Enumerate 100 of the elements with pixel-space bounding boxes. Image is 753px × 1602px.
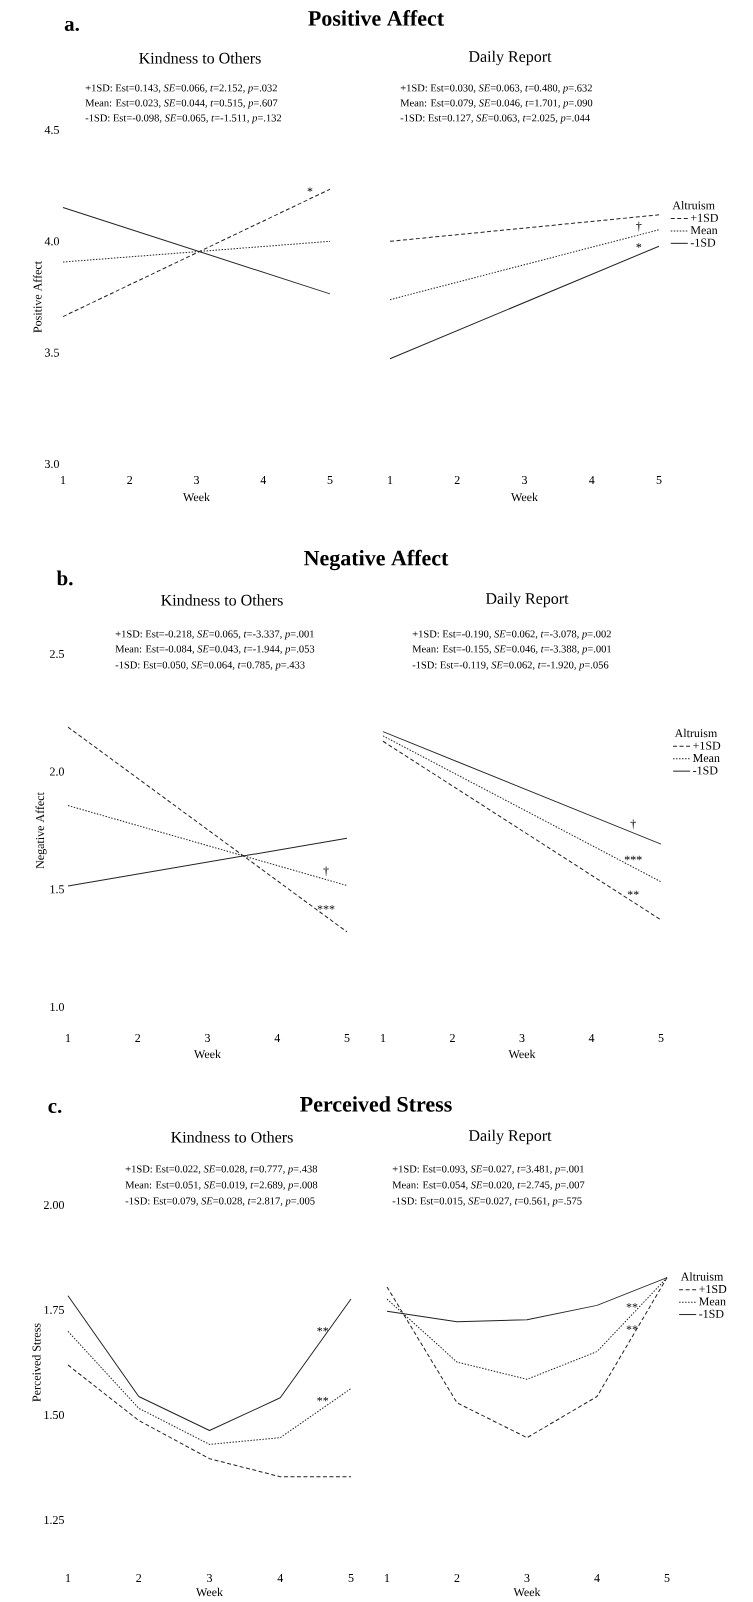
annotation: * <box>636 243 642 248</box>
chart-subtitle: Kindness to Others <box>171 1131 293 1143</box>
y-tick-label: 1.25 <box>44 1515 64 1525</box>
annotation: ** <box>627 890 639 896</box>
text: +1SD: Est=0.022, SE=0.028, t=0.777, p=.438 <box>125 1165 318 1175</box>
legend-label: Mean <box>699 1297 726 1306</box>
text: Mean: Est=0.051, SE=0.019, t=2.689, p=.008 <box>125 1181 318 1191</box>
x-tick-label: 2 <box>127 476 133 484</box>
annotation: † <box>323 866 329 877</box>
x-tick-label: 5 <box>664 1574 670 1582</box>
line-series <box>67 1295 352 1432</box>
y-axis-title: Perceived Stress <box>32 1323 41 1402</box>
text: +1SD: Est=-0.218, SE=0.065, t=-3.337, p=.001 <box>115 630 314 640</box>
text: -1SD: Est=-0.098, SE=0.065, t=-1.511, p=.132 <box>85 114 282 124</box>
x-tick-label: 2 <box>135 1034 141 1042</box>
y-tick-label: 2.00 <box>44 1200 64 1210</box>
text: Positive Affect <box>308 10 445 26</box>
x-tick-label: 5 <box>327 476 333 484</box>
text: Mean: Est=0.079, SE=0.046, t=1.701, p=.090 <box>400 99 593 109</box>
legend-label: Mean <box>690 226 718 235</box>
legend-title: Altruism <box>672 200 715 210</box>
legend-label: +1SD <box>693 741 721 750</box>
text: +1SD: Est=0.030, SE=0.063, t=0.480, p=.632 <box>400 84 592 94</box>
x-tick-label: 3 <box>524 1573 530 1583</box>
x-tick-label: 3 <box>519 1033 525 1043</box>
x-tick-label: 3 <box>207 1573 213 1583</box>
text: Mean: Est=0.054, SE=0.020, t=2.745, p=.007 <box>392 1181 585 1191</box>
x-tick-label: 2 <box>450 1034 455 1042</box>
x-tick-label: 5 <box>658 1034 664 1042</box>
y-axis-title: Positive Affect <box>33 261 42 333</box>
annotation: *** <box>317 905 335 910</box>
legend-label: -1SD <box>690 238 716 247</box>
annotation: -1SD: Est=0.015, SE=0.027, t=0.561, p=.575 <box>392 1197 582 1207</box>
chart-subtitle: Daily Report <box>485 592 569 608</box>
chart-title: Perceived Stress <box>300 1096 452 1112</box>
text: c. <box>48 1102 62 1114</box>
text: a. <box>64 20 79 32</box>
x-tick-label: 1 <box>61 476 66 484</box>
line-series <box>67 1364 352 1478</box>
legend-label: Mean <box>692 754 720 763</box>
x-tick-label: 1 <box>66 1574 71 1582</box>
x-axis-title: Week <box>196 1587 224 1597</box>
text: Mean: Est=0.023, SE=0.044, t=0.515, p=.607 <box>85 99 278 109</box>
x-tick-label: 2 <box>136 1574 142 1582</box>
x-tick-label: 4 <box>274 1034 281 1042</box>
text: +1SD: Est=0.093, SE=0.027, t=3.481, p=.001 <box>392 1165 584 1175</box>
legend-title: Altruism <box>674 728 718 738</box>
line-series <box>67 1330 352 1445</box>
text: +1SD: Est=0.143, SE=0.066, t=2.152, p=.032 <box>85 84 277 94</box>
x-axis-title: Week <box>511 492 539 502</box>
x-axis-title: Week <box>183 492 211 502</box>
annotation: -1SD: Est=-0.119, SE=0.062, t=-1.920, p=.056 <box>412 661 609 671</box>
x-tick-label: 1 <box>381 1034 386 1042</box>
x-tick-label: 4 <box>594 1574 600 1582</box>
annotation: ** <box>317 1327 329 1332</box>
chart-title: Negative Affect <box>304 549 449 571</box>
x-tick-label: 2 <box>454 476 460 484</box>
x-tick-label: 1 <box>66 1034 71 1042</box>
y-tick-label: 3.5 <box>45 348 59 357</box>
x-tick-label: 4 <box>260 476 267 484</box>
y-tick-label: 1.5 <box>50 885 64 894</box>
x-tick-label: 5 <box>344 1034 350 1042</box>
x-axis-title: Week <box>508 1049 536 1059</box>
x-tick-label: 5 <box>348 1574 354 1582</box>
x-tick-label: 4 <box>588 1034 595 1042</box>
x-tick-label: 1 <box>385 1574 390 1582</box>
x-tick-label: 1 <box>388 476 393 484</box>
text: -1SD: Est=0.127, SE=0.063, t=2.025, p=.044 <box>400 114 590 124</box>
annotation: Mean: Est=-0.155, SE=0.046, t=-3.388, p=.001 <box>412 645 612 655</box>
text: +1SD: Est=-0.190, SE=0.062, t=-3.078, p=.002 <box>412 630 611 640</box>
annotation: -1SD: Est=0.079, SE=0.028, t=2.817, p=.005 <box>125 1197 315 1207</box>
chart-subtitle: Kindness to Others <box>161 594 283 606</box>
legend-label: -1SD <box>693 766 718 775</box>
chart-subtitle: Daily Report <box>468 1129 552 1145</box>
y-tick-label: 4.0 <box>44 237 59 246</box>
legend-label: -1SD <box>699 1309 724 1318</box>
y-tick-label: 1.50 <box>44 1410 64 1420</box>
annotation: † <box>630 819 636 830</box>
x-tick-label: 2 <box>454 1574 460 1582</box>
y-tick-label: 4.5 <box>44 125 59 135</box>
legend-title: Altruism <box>680 1272 724 1281</box>
chart-subtitle: Kindness to Others <box>139 52 261 64</box>
y-tick-label: 1.75 <box>44 1305 64 1315</box>
annotation: ** <box>317 1396 329 1402</box>
annotation: -1SD: Est=0.050, SE=0.064, t=0.785, p=.433 <box>115 661 305 671</box>
text: b. <box>56 570 73 586</box>
y-tick-label: 1.0 <box>50 1002 64 1012</box>
x-tick-label: 3 <box>194 475 200 485</box>
x-tick-label: 4 <box>277 1574 284 1582</box>
annotation: ** <box>626 1325 638 1330</box>
y-tick-label: 3.0 <box>45 459 59 469</box>
x-axis-title: Week <box>513 1587 541 1597</box>
annotation: * <box>307 187 313 192</box>
legend-label: +1SD <box>690 213 718 222</box>
annotation: ** <box>626 1303 638 1308</box>
y-axis-title: Negative Affect <box>35 792 47 869</box>
x-axis-title: Week <box>194 1049 222 1059</box>
annotation: † <box>636 221 642 232</box>
annotation: Mean: Est=-0.084, SE=0.043, t=-1.944, p=.053 <box>115 645 315 655</box>
x-tick-label: 3 <box>522 475 528 485</box>
